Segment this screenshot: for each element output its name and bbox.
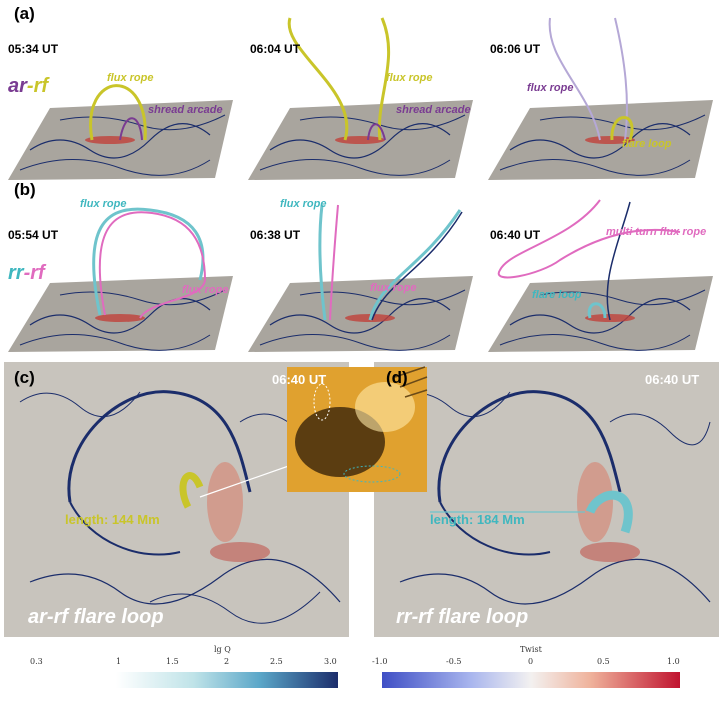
tag-b-rf: rf [30,262,45,284]
flux-rope-line-a1 [89,84,147,141]
label-flare-loop-a3: flare loop [622,138,672,150]
colorbar-twist-tick-0: -1.0 [372,657,388,666]
flux-rope-line-a2a [287,17,349,141]
tag-rr: rr [8,262,24,284]
tag-a-rf: rf [33,75,49,97]
map-c-title: ar-rf flare loop [28,606,164,628]
time-b3: 06:40 UT [490,228,541,242]
label-flux-rope-b1a: flux rope [80,198,127,210]
time-b1: 05:54 UT [8,228,59,242]
flux-rope-line-a3b [614,17,628,141]
row-b-planes [8,199,713,352]
flux-rope-line-b2a [318,204,327,321]
time-b2: 06:38 UT [250,228,301,242]
colorbar-twist-tick-2: 0 [528,657,534,666]
colorbar-lgq-tick-5: 3.0 [324,657,337,666]
multi-turn-line-b3b [606,201,631,321]
map-d-title: rr-rf flare loop [396,606,529,628]
plane-a3 [488,100,713,180]
tag-a-dash: - [26,75,34,97]
panel-b-label: (b) [14,180,36,199]
label-flare-loop-b3: flare loop [532,289,582,301]
plane-b2 [248,276,473,352]
colorbar-lgq-tick-1: 1 [116,657,122,666]
flux-rope-line-b1b [98,211,207,319]
colorbar-lgq-title: lg Q [214,645,231,654]
panel-a-label: (a) [14,4,35,23]
label-flux-rope-a2: flux rope [386,72,433,84]
tag-ar: ar [8,75,27,97]
map-c-time: 06:40 UT [272,372,327,387]
flare-loop-d [585,490,633,534]
map-d [374,362,719,637]
flux-rope-line-b2b [329,204,339,321]
length-d: length: 184 Mm [430,512,525,527]
time-a2: 06:04 UT [250,42,301,56]
colorbar-twist-tick-3: 0.5 [597,657,610,666]
colorbar-twist [382,672,680,688]
length-c: length: 144 Mm [65,512,160,527]
panel-c-label: (c) [14,368,35,387]
plane-b3 [488,276,713,352]
label-flux-rope-b2b: flux rope [370,282,417,294]
time-a1: 05:34 UT [8,42,59,56]
tag-ar-rf: ar-rf [8,75,48,98]
plane-a2 [248,100,473,180]
flux-rope-line-b2c [368,209,462,321]
tag-rr-rf: rr-rf [8,262,45,285]
colorbar-twist-title: Twist [520,645,542,654]
label-flux-rope-a1: flux rope [107,72,154,84]
shread-arcade-line-a1 [119,117,143,141]
colorbar-lgq-tick-0: 0.3 [30,657,43,666]
colorbar-lgq [116,672,338,688]
maps-row [4,362,719,637]
label-shread-arcade-a2: shread arcade [396,104,471,116]
label-shread-arcade-a1: shread arcade [148,104,223,116]
tag-b-dash: - [23,262,31,284]
colorbar-lgq-tick-2: 1.5 [166,657,179,666]
flare-loop-line-a3 [610,116,634,141]
map-d-time: 06:40 UT [645,372,700,387]
label-flux-rope-a3: flux rope [527,82,574,94]
label-flux-rope-b1b: flux rope [182,284,229,296]
label-multi-turn-b3: multi turn flux rope [606,226,707,238]
flare-loop-line-b3 [587,302,607,319]
colorbar-lgq-tick-4: 2.5 [270,657,283,666]
multi-turn-line-b3 [497,199,681,279]
time-a3: 06:06 UT [490,42,541,56]
flux-rope-line-a3a [548,17,601,141]
colorbar-lgq-tick-3: 2 [224,657,230,666]
colorbar-twist-tick-1: -0.5 [446,657,462,666]
label-flux-rope-b2a: flux rope [280,198,327,210]
colorbar-twist-tick-4: 1.0 [667,657,680,666]
shread-arcade-line-a2 [367,123,386,141]
flare-loop-c [179,472,204,509]
observation-inset [287,366,428,492]
row-a-planes [8,17,713,180]
plane-b1 [8,276,233,352]
panel-d-label: (d) [386,368,408,387]
flux-rope-line-b2d [371,211,463,321]
flux-rope-line-b1a [92,207,205,316]
